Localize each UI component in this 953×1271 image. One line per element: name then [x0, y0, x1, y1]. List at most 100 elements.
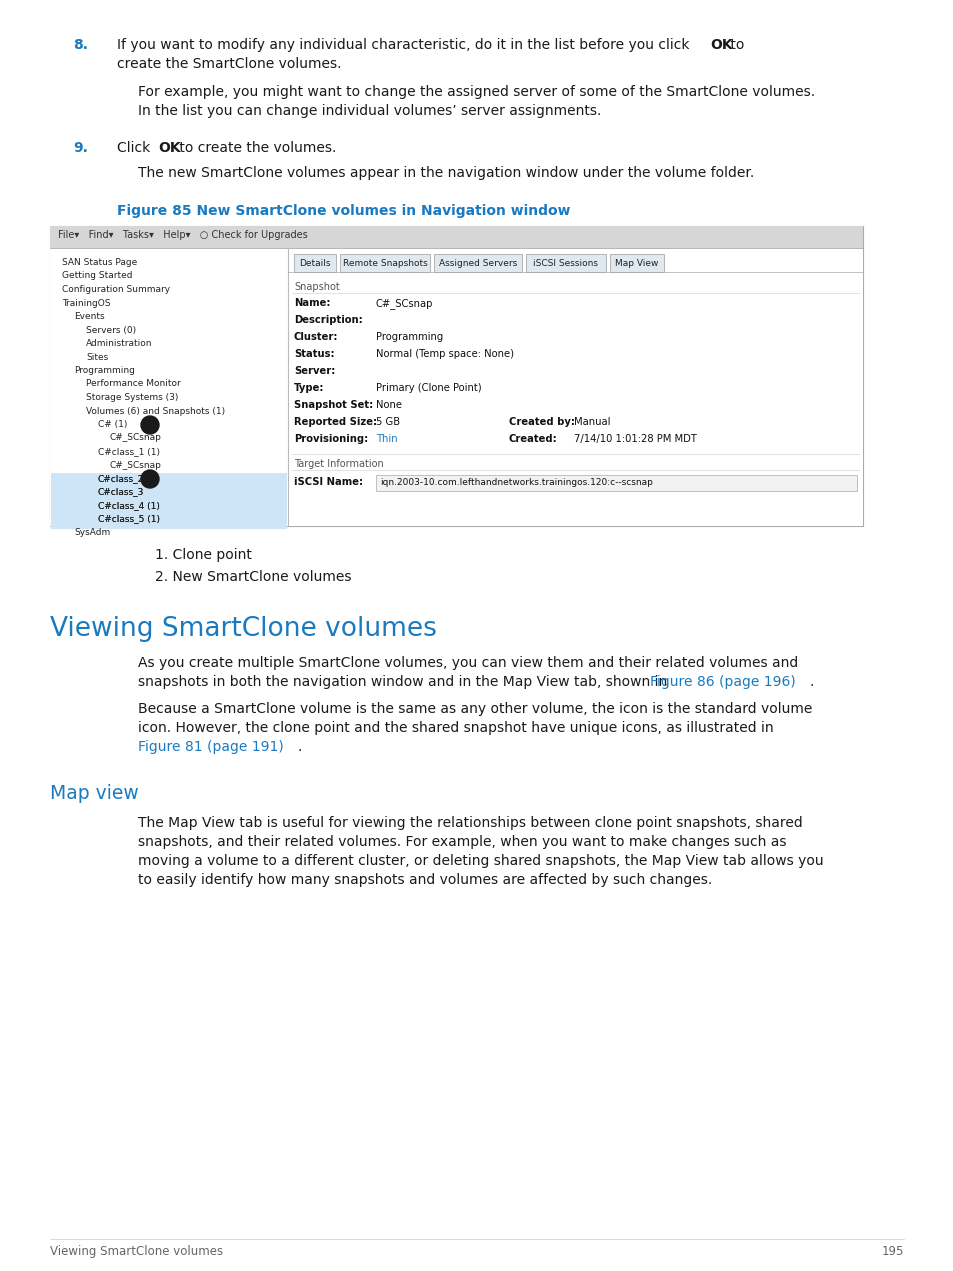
Text: For example, you might want to change the assigned server of some of the SmartCl: For example, you might want to change th…: [138, 85, 814, 99]
Text: C#class_3: C#class_3: [98, 488, 144, 497]
Text: moving a volume to a different cluster, or deleting shared snapshots, the Map Vi: moving a volume to a different cluster, …: [138, 854, 822, 868]
Text: Storage Systems (3): Storage Systems (3): [86, 393, 178, 402]
Text: Created by:: Created by:: [509, 417, 575, 427]
Text: Getting Started: Getting Started: [62, 272, 132, 281]
Text: .: .: [809, 675, 814, 689]
Text: Reported Size:: Reported Size:: [294, 417, 376, 427]
Text: In the list you can change individual volumes’ server assignments.: In the list you can change individual vo…: [138, 104, 600, 118]
Text: Sites: Sites: [86, 352, 108, 361]
Text: Description:: Description:: [294, 315, 362, 325]
Text: Details: Details: [299, 258, 331, 267]
FancyBboxPatch shape: [50, 226, 862, 526]
Text: Viewing SmartClone volumes: Viewing SmartClone volumes: [50, 1246, 223, 1258]
Text: C#_SCsnap: C#_SCsnap: [110, 433, 162, 442]
Text: Target Information: Target Information: [294, 459, 383, 469]
Text: Viewing SmartClone volumes: Viewing SmartClone volumes: [50, 616, 436, 642]
Text: As you create multiple SmartClone volumes, you can view them and their related v: As you create multiple SmartClone volume…: [138, 656, 798, 670]
FancyBboxPatch shape: [50, 248, 288, 526]
Text: Servers (0): Servers (0): [86, 325, 136, 334]
Text: snapshots, and their related volumes. For example, when you want to make changes: snapshots, and their related volumes. Fo…: [138, 835, 785, 849]
Text: iqn.2003-10.com.lefthandnetworks.trainingos.120:c--scsnap: iqn.2003-10.com.lefthandnetworks.trainin…: [379, 478, 652, 487]
Text: OK: OK: [158, 141, 181, 155]
Text: Because a SmartClone volume is the same as any other volume, the icon is the sta: Because a SmartClone volume is the same …: [138, 702, 812, 716]
FancyBboxPatch shape: [339, 254, 430, 272]
Text: snapshots in both the navigation window and in the Map View tab, shown in: snapshots in both the navigation window …: [138, 675, 671, 689]
Text: Administration: Administration: [86, 339, 152, 348]
Text: .: .: [297, 740, 302, 754]
Text: C#class_5 (1): C#class_5 (1): [98, 515, 160, 524]
Text: If you want to modify any individual characteristic, do it in the list before yo: If you want to modify any individual cha…: [117, 38, 693, 52]
Text: C#class_2: C#class_2: [98, 474, 144, 483]
Text: C#class_1 (1): C#class_1 (1): [98, 447, 160, 456]
Text: Manual: Manual: [574, 417, 610, 427]
Text: C#_SCsnap: C#_SCsnap: [110, 460, 162, 469]
Text: TrainingOS: TrainingOS: [62, 299, 111, 308]
Text: Figure 81 (page 191): Figure 81 (page 191): [138, 740, 283, 754]
Text: SAN Status Page: SAN Status Page: [62, 258, 137, 267]
Text: Volumes (6) and Snapshots (1): Volumes (6) and Snapshots (1): [86, 407, 225, 416]
Text: Performance Monitor: Performance Monitor: [86, 380, 180, 389]
Text: The new SmartClone volumes appear in the navigation window under the volume fold: The new SmartClone volumes appear in the…: [138, 167, 754, 180]
Text: None: None: [375, 400, 401, 411]
Text: Snapshot Set:: Snapshot Set:: [294, 400, 373, 411]
Circle shape: [141, 470, 159, 488]
Text: File▾   Find▾   Tasks▾   Help▾   ○ Check for Upgrades: File▾ Find▾ Tasks▾ Help▾ ○ Check for Upg…: [58, 230, 308, 240]
FancyBboxPatch shape: [288, 248, 862, 526]
Text: Assigned Servers: Assigned Servers: [438, 258, 517, 267]
FancyBboxPatch shape: [294, 254, 335, 272]
Circle shape: [141, 416, 159, 433]
Text: Configuration Summary: Configuration Summary: [62, 285, 170, 294]
Text: Remote Snapshots: Remote Snapshots: [342, 258, 427, 267]
Text: Status:: Status:: [294, 350, 335, 358]
Text: Programming: Programming: [375, 332, 443, 342]
Text: Click: Click: [117, 141, 154, 155]
Text: to easily identify how many snapshots and volumes are affected by such changes.: to easily identify how many snapshots an…: [138, 873, 712, 887]
Text: Map View: Map View: [615, 258, 658, 267]
Text: 7/14/10 1:01:28 PM MDT: 7/14/10 1:01:28 PM MDT: [574, 433, 696, 444]
Text: Primary (Clone Point): Primary (Clone Point): [375, 383, 481, 393]
Text: Created:: Created:: [509, 433, 558, 444]
Text: 2. New SmartClone volumes: 2. New SmartClone volumes: [154, 569, 351, 583]
Text: OK: OK: [709, 38, 732, 52]
Text: C#class_4 (1): C#class_4 (1): [98, 501, 160, 510]
Text: iSCSI Name:: iSCSI Name:: [294, 477, 363, 487]
Text: create the SmartClone volumes.: create the SmartClone volumes.: [117, 57, 341, 71]
Text: 1. Clone point: 1. Clone point: [154, 548, 252, 562]
Text: Cluster:: Cluster:: [294, 332, 338, 342]
Text: Thin: Thin: [375, 433, 397, 444]
Text: 195: 195: [881, 1246, 903, 1258]
Text: The Map View tab is useful for viewing the relationships between clone point sna: The Map View tab is useful for viewing t…: [138, 816, 801, 830]
Text: Map view: Map view: [50, 784, 138, 803]
Text: Figure 85 New SmartClone volumes in Navigation window: Figure 85 New SmartClone volumes in Navi…: [117, 205, 570, 219]
Text: Type:: Type:: [294, 383, 324, 393]
Text: 8.: 8.: [73, 38, 88, 52]
Text: C#class_3: C#class_3: [98, 488, 144, 497]
Text: Normal (Temp space: None): Normal (Temp space: None): [375, 350, 514, 358]
Text: C#class_2: C#class_2: [98, 474, 144, 483]
Text: 9.: 9.: [73, 141, 88, 155]
Text: to: to: [725, 38, 743, 52]
FancyBboxPatch shape: [51, 473, 287, 529]
Text: Snapshot: Snapshot: [294, 282, 339, 292]
FancyBboxPatch shape: [525, 254, 605, 272]
Text: 2: 2: [146, 474, 153, 484]
FancyBboxPatch shape: [375, 475, 856, 491]
FancyBboxPatch shape: [50, 226, 862, 248]
Text: iSCSI Sessions: iSCSI Sessions: [533, 258, 598, 267]
Text: C#_SCsnap: C#_SCsnap: [375, 297, 433, 309]
Text: Name:: Name:: [294, 297, 330, 308]
Text: C#class_5 (1): C#class_5 (1): [98, 515, 160, 524]
FancyBboxPatch shape: [609, 254, 663, 272]
Text: Provisioning:: Provisioning:: [294, 433, 368, 444]
Text: 5 GB: 5 GB: [375, 417, 399, 427]
Text: Server:: Server:: [294, 366, 335, 376]
Text: Programming: Programming: [74, 366, 134, 375]
Text: Figure 86 (page 196): Figure 86 (page 196): [649, 675, 795, 689]
Text: 1: 1: [146, 419, 153, 430]
Text: icon. However, the clone point and the shared snapshot have unique icons, as ill: icon. However, the clone point and the s…: [138, 721, 773, 735]
Text: SysAdm: SysAdm: [74, 527, 111, 538]
Text: to create the volumes.: to create the volumes.: [174, 141, 335, 155]
FancyBboxPatch shape: [434, 254, 521, 272]
Text: Events: Events: [74, 311, 105, 322]
Text: C# (1): C# (1): [98, 419, 128, 430]
